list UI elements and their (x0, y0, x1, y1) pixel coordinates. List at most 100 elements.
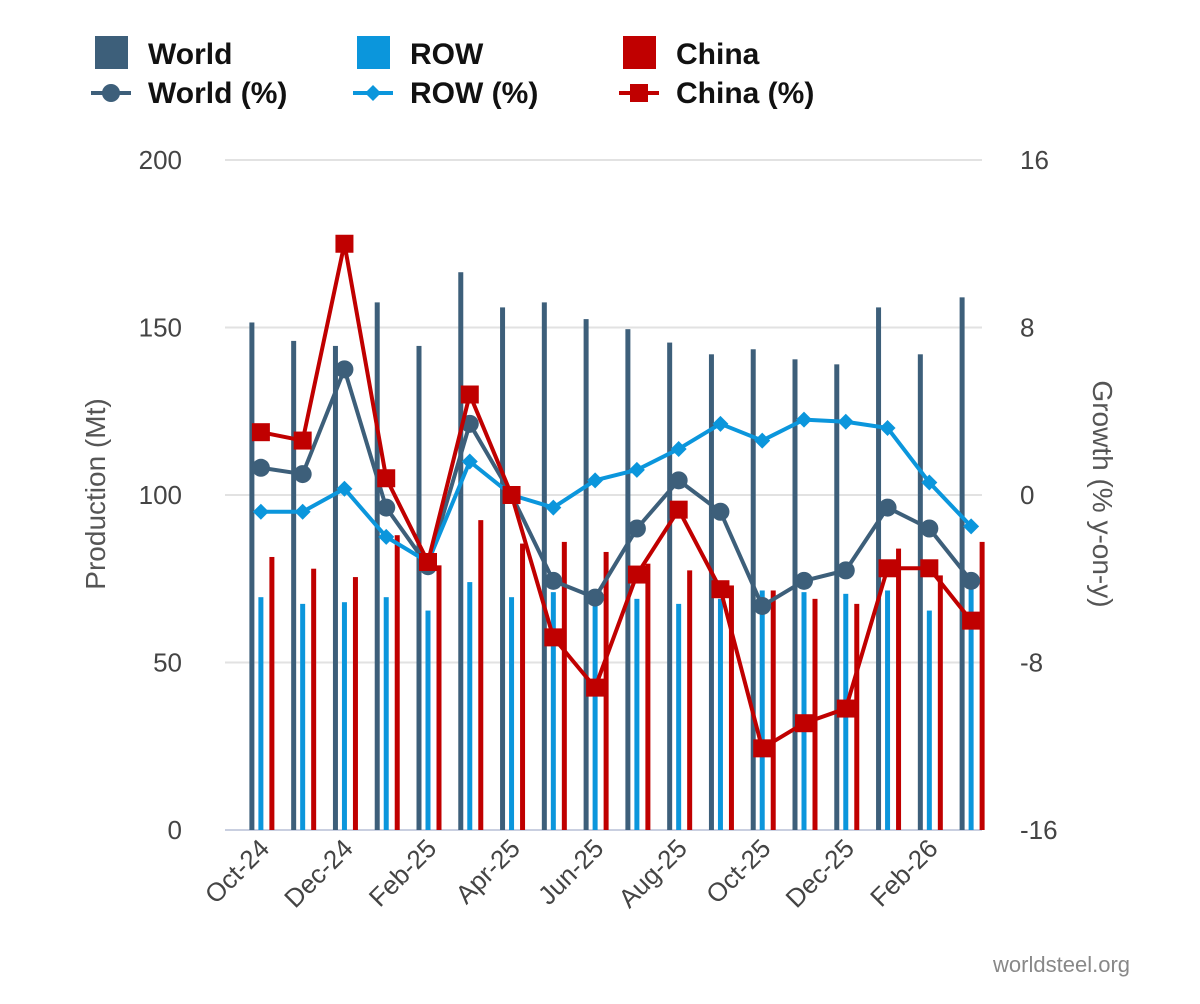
legend-swatch-row (357, 36, 390, 69)
point-world-pct (251, 458, 270, 477)
bar-row (801, 592, 807, 830)
y-tick-right: -16 (1020, 815, 1058, 845)
bar-china (436, 565, 442, 830)
line-row-pct (260, 417, 973, 564)
bar-row (968, 588, 974, 830)
bar-row (258, 597, 264, 830)
bar-world (667, 342, 673, 830)
point-row-pct (712, 415, 729, 432)
point-china-pct (419, 553, 437, 571)
lines (251, 234, 981, 758)
point-world-pct (920, 519, 939, 538)
bar-row (341, 602, 347, 830)
y-tick-right: -8 (1020, 648, 1043, 678)
bar-world (249, 322, 255, 830)
x-tick-label: Feb-25 (363, 833, 442, 912)
bar-row (634, 598, 640, 830)
bar-row (926, 610, 932, 830)
gridlines (225, 159, 982, 831)
point-china-pct (878, 559, 897, 578)
point-china-pct (962, 611, 981, 630)
point-china-pct (586, 678, 605, 697)
point-china-pct (711, 580, 730, 599)
point-china-pct (502, 486, 521, 504)
bar-row (676, 603, 682, 830)
line-world-pct (260, 367, 973, 608)
point-china-pct (377, 469, 396, 488)
bar-row (467, 582, 473, 830)
point-row-pct (754, 432, 771, 449)
point-row-pct (378, 528, 395, 545)
bar-world (834, 364, 840, 830)
bar-china (561, 541, 567, 830)
point-row-pct (461, 453, 478, 470)
x-tick-label: Jun-25 (532, 833, 609, 910)
bar-china (687, 570, 693, 830)
legend-label-row: ROW (410, 38, 484, 71)
point-row-pct (252, 503, 269, 520)
point-world-pct (711, 502, 730, 521)
x-tick-label: Feb-26 (864, 833, 943, 912)
point-china-pct (795, 714, 813, 733)
y-tick-left: 100 (139, 480, 182, 510)
point-world-pct (377, 498, 396, 517)
legend-marker-china-pct (630, 84, 648, 102)
bar-china (854, 603, 860, 830)
point-row-pct (670, 440, 687, 457)
legend-label-china: China (676, 38, 760, 71)
legend-marker-world-pct (102, 84, 120, 102)
bar-world (583, 319, 589, 830)
bar-row (885, 590, 891, 830)
point-world-pct (627, 519, 646, 538)
point-world-pct (878, 498, 897, 517)
bar-china (478, 520, 484, 830)
bar-china (937, 575, 943, 830)
legend-label-china-pct: China (%) (676, 77, 814, 110)
bar-china (770, 590, 776, 830)
point-row-pct (545, 499, 562, 516)
point-world-pct (795, 571, 813, 590)
point-row-pct (336, 480, 353, 497)
point-row-pct (963, 518, 980, 535)
bar-china (352, 577, 358, 830)
point-world-pct (836, 561, 855, 580)
point-china-pct (460, 385, 479, 404)
legend: World ROW China World (%) ROW (%) China (%) (91, 36, 814, 110)
bar-china (896, 548, 902, 830)
x-tick-label: Aug-25 (612, 833, 692, 913)
bar-row (300, 603, 306, 830)
x-tick-label: Oct-24 (199, 833, 275, 909)
x-tick-label: Dec-24 (278, 833, 358, 913)
y-tick-right: 0 (1020, 480, 1034, 510)
legend-label-world-pct: World (%) (148, 77, 287, 110)
bar-world (291, 340, 297, 830)
bar-china (269, 556, 275, 830)
point-china-pct (544, 628, 563, 647)
bar-china (728, 585, 734, 830)
point-china-pct (836, 699, 855, 718)
bar-row (717, 598, 723, 830)
x-tick-label: Apr-25 (449, 833, 525, 909)
point-row-pct (294, 503, 311, 520)
bar-row (425, 610, 431, 830)
point-china-pct (920, 559, 939, 578)
point-china-pct (627, 565, 646, 584)
bar-world (500, 307, 506, 830)
bars (249, 272, 985, 831)
bar-world (458, 272, 464, 831)
legend-label-row-pct: ROW (%) (410, 77, 538, 110)
y-tick-left: 150 (139, 313, 182, 343)
legend-marker-row-pct (365, 85, 381, 101)
point-world-pct (669, 471, 688, 490)
bar-row (509, 597, 515, 830)
legend-label-world: World (148, 38, 232, 71)
credit-text: worldsteel.org (992, 952, 1130, 977)
point-world-pct (753, 596, 772, 615)
x-tick-label: Oct-25 (700, 833, 776, 909)
legend-swatch-world (95, 36, 128, 69)
bar-row (592, 597, 598, 830)
bar-world (792, 359, 798, 830)
legend-swatch-china (623, 36, 656, 69)
bar-row (759, 590, 765, 830)
